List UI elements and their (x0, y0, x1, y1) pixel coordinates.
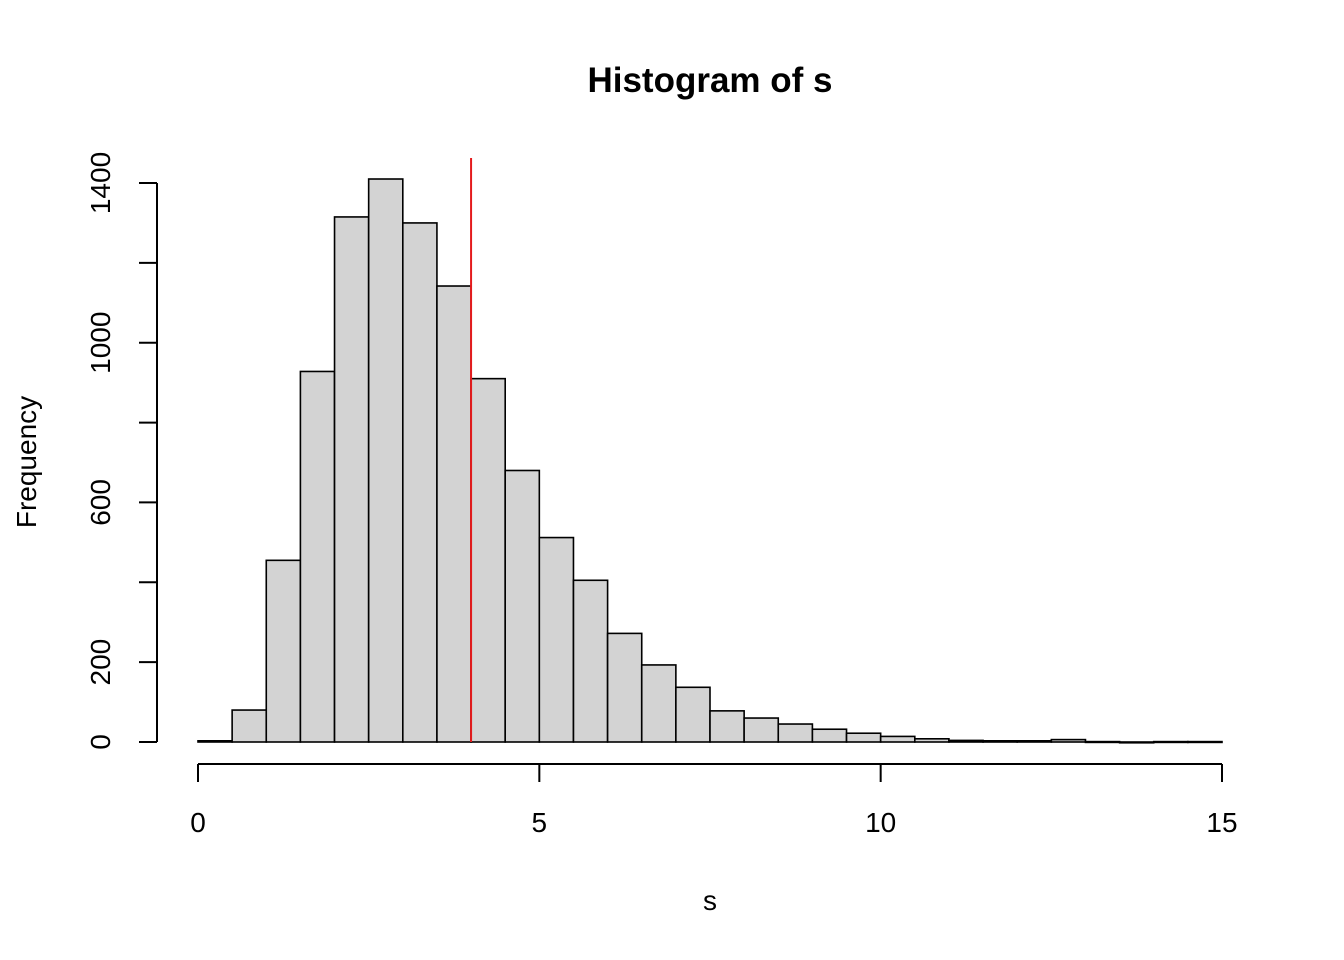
y-tick-label: 200 (85, 639, 116, 686)
histogram-bar (777, 723, 814, 743)
histogram-bar (538, 536, 575, 743)
histogram-bar (1187, 740, 1223, 744)
y-tick-label: 0 (85, 734, 116, 750)
x-tick-label: 15 (1206, 807, 1237, 838)
histogram-bar (811, 728, 848, 743)
y-tick-label: 1400 (85, 152, 116, 214)
histogram-bar (1084, 740, 1121, 744)
histogram-bar (1050, 738, 1087, 743)
y-tick-label: 600 (85, 479, 116, 526)
x-axis: 0 5 10 15 (190, 763, 1238, 838)
y-axis: 0 200 600 1000 1400 (85, 152, 158, 750)
y-tick-label: 1000 (85, 312, 116, 374)
bars-group (197, 178, 1223, 744)
histogram-bar (1016, 740, 1053, 743)
histogram-bar (299, 370, 336, 743)
histogram-bar (333, 216, 370, 743)
histogram-bar (879, 735, 916, 743)
histogram-bar (1118, 741, 1155, 744)
histogram-bar (982, 740, 1018, 743)
histogram-bar (401, 222, 438, 743)
histogram-bar (845, 732, 882, 743)
y-axis-label: Frequency (11, 396, 42, 528)
histogram-bar (504, 469, 541, 743)
histogram-bar (265, 559, 302, 743)
histogram-bar (743, 717, 780, 743)
x-tick-label: 5 (532, 807, 548, 838)
histogram-bar (640, 664, 677, 743)
histogram-bar (913, 738, 950, 743)
histogram-bar (948, 739, 984, 743)
histogram-bar (606, 632, 643, 743)
histogram-bar (675, 686, 711, 743)
histogram-bar (470, 377, 507, 743)
histogram-bar (231, 709, 268, 743)
histogram-bar (436, 285, 472, 743)
histogram-bar (197, 740, 233, 743)
histogram-bar (367, 178, 404, 743)
x-tick-label: 0 (190, 807, 206, 838)
x-tick-label: 10 (865, 807, 896, 838)
x-axis-label: s (703, 885, 717, 916)
histogram-bar (1152, 740, 1189, 744)
histogram-bar (709, 710, 745, 743)
chart-title: Histogram of s (587, 61, 832, 100)
histogram-bar (572, 579, 609, 743)
